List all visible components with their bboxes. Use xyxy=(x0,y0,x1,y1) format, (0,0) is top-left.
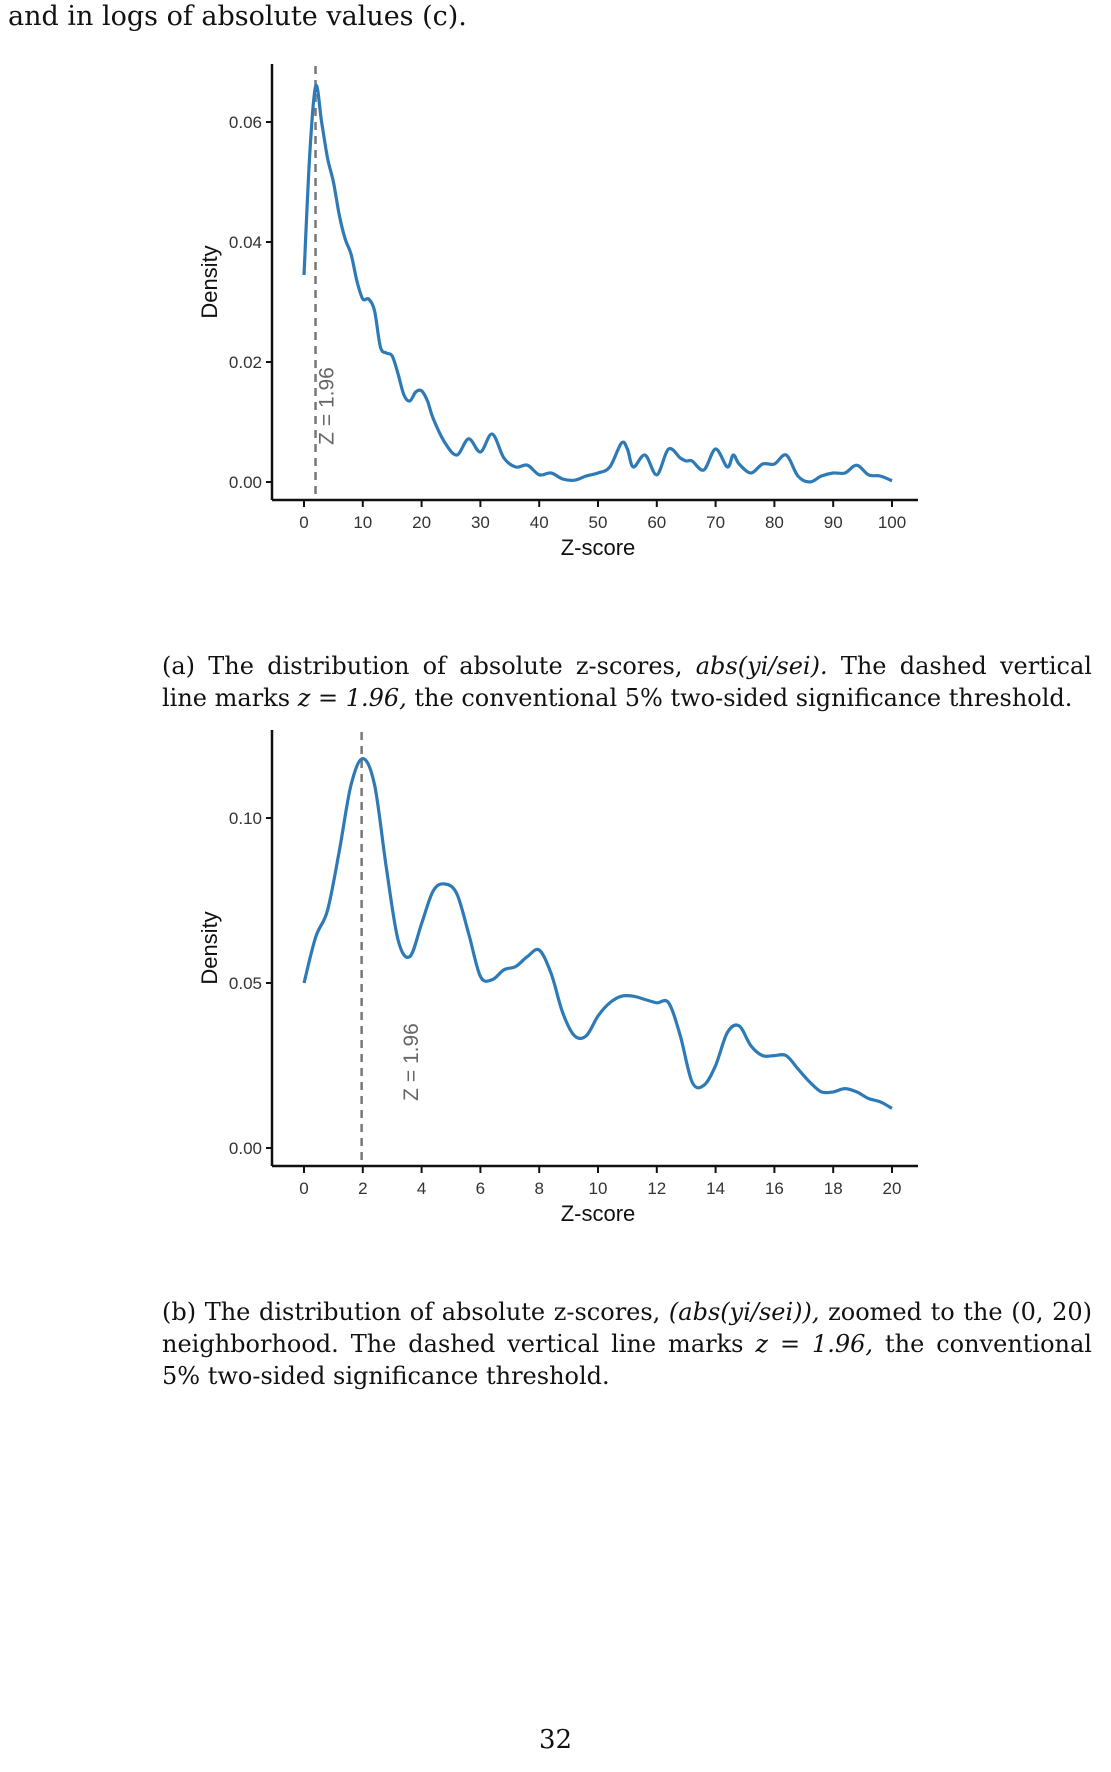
x-tick-label: 18 xyxy=(824,1179,843,1198)
caption-b: (b) The distribution of absolute z-score… xyxy=(162,1296,1092,1392)
x-tick-label: 30 xyxy=(471,513,490,532)
threshold-label: Z = 1.96 xyxy=(400,1023,423,1101)
x-tick-label: 4 xyxy=(417,1179,426,1198)
x-tick-label: 20 xyxy=(412,513,431,532)
x-tick-label: 12 xyxy=(647,1179,666,1198)
caption-a-text2: The dashed vertical line marks xyxy=(162,652,1092,712)
x-tick-label: 8 xyxy=(534,1179,543,1198)
caption-a-tail: the conventional 5% two-sided significan… xyxy=(414,684,1073,712)
x-tick-label: 0 xyxy=(299,1179,308,1198)
page-number: 32 xyxy=(538,1725,573,1755)
x-tick-label: 70 xyxy=(706,513,725,532)
y-tick-label: 0.04 xyxy=(229,233,262,252)
x-tick-label: 80 xyxy=(765,513,784,532)
caption-b-math: (abs(yi/sei)), xyxy=(668,1298,820,1326)
y-tick-label: 0.06 xyxy=(229,113,262,132)
caption-a-z: z = 1.96, xyxy=(297,684,407,712)
figure-b: 0.00 0.05 0.10 0 2 4 6 8 10 12 14 16 18 20 Z-score Dens… xyxy=(197,730,1040,1304)
x-tick-label: 10 xyxy=(589,1179,608,1198)
caption-b-text2: zoomed to the (0, 20) neighborhood. The … xyxy=(162,1298,1092,1358)
y-tick-label: 0.10 xyxy=(229,809,262,828)
x-axis-label: Z-score xyxy=(561,1201,636,1226)
caption-a-label: (a) xyxy=(162,652,196,680)
y-tick-label: 0.00 xyxy=(229,1139,262,1158)
x-tick-label: 2 xyxy=(358,1179,367,1198)
x-tick-label: 14 xyxy=(706,1179,725,1198)
x-tick-label: 100 xyxy=(878,513,906,532)
density-curve xyxy=(302,84,893,484)
x-tick-label: 90 xyxy=(824,513,843,532)
caption-a-math: abs(yi/sei). xyxy=(695,652,828,680)
x-tick-label: 10 xyxy=(353,513,372,532)
caption-a: (a) The distribution of absolute z-score… xyxy=(162,650,1092,714)
figure-a: 0.00 0.02 0.04 0.06 0 10 20 30 40 50 60 70 80 90 100 Z-… xyxy=(197,64,1040,638)
x-tick-label: 20 xyxy=(883,1179,902,1198)
density-curve xyxy=(302,757,893,1110)
y-axis-label: Density xyxy=(200,245,222,318)
threshold-label: Z = 1.96 xyxy=(316,367,339,445)
caption-b-label: (b) xyxy=(162,1298,197,1326)
y-tick-label: 0.02 xyxy=(229,353,262,372)
x-axis-label: Z-score xyxy=(561,535,636,560)
chart-b-svg: 0.00 0.05 0.10 0 2 4 6 8 10 12 14 16 18 20 Z-score Dens… xyxy=(197,730,918,1226)
y-axis-label: Density xyxy=(200,911,222,984)
y-tick-label: 0.00 xyxy=(229,473,262,492)
x-tick-label: 16 xyxy=(765,1179,784,1198)
x-tick-label: 6 xyxy=(476,1179,485,1198)
caption-b-z: z = 1.96, xyxy=(755,1330,874,1358)
intro-text: and in logs of absolute values (c). xyxy=(8,1,467,32)
chart-a-svg: 0.00 0.02 0.04 0.06 0 10 20 30 40 50 60 70 80 90 100 Z-… xyxy=(197,64,918,560)
x-tick-label: 0 xyxy=(299,513,308,532)
x-tick-label: 40 xyxy=(530,513,549,532)
x-tick-label: 60 xyxy=(647,513,666,532)
y-tick-label: 0.05 xyxy=(229,974,262,993)
caption-b-tail: the conventional 5% two-sided significan… xyxy=(162,1330,1092,1390)
caption-b-text: The distribution of absolute z-scores, xyxy=(204,1298,661,1326)
x-tick-label: 50 xyxy=(589,513,608,532)
caption-a-text: The distribution of absolute z-scores, xyxy=(208,652,683,680)
